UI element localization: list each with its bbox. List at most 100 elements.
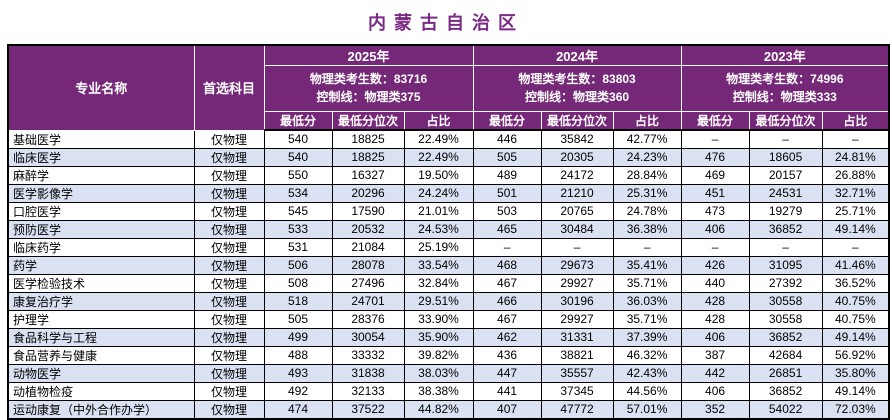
min-rank-cell-2025: 18825 — [331, 147, 405, 167]
ratio-cell-2023: 24.81% — [821, 147, 890, 167]
major-name-cell: 护理学 — [7, 309, 195, 329]
subject-cell: 仅物理 — [193, 183, 265, 203]
min-score-cell-2024: 436 — [472, 345, 542, 365]
min-score-cell-2024: 503 — [472, 201, 542, 221]
ratio-cell-2025: 21.01% — [403, 201, 474, 221]
ratio-cell-2024: 24.78% — [612, 201, 682, 221]
table-row: 护理学 仅物理 505 28376 33.90% 467 29927 35.71% 428 305… — [7, 309, 890, 329]
min-score-cell-2025: 531 — [263, 237, 333, 257]
ratio-cell-2024: 42.77% — [612, 129, 682, 149]
table-row: 康复治疗学 仅物理 518 24701 29.51% 466 30196 36.03% 428 3… — [7, 291, 890, 311]
ratio-cell-2023: 49.14% — [821, 219, 890, 239]
ratio-cell-2025: 22.49% — [403, 147, 474, 167]
year-info-2025: 物理类考生数：83716 控制线：物理类375 — [263, 65, 474, 112]
min-score-cell-2024: 468 — [472, 255, 542, 275]
ratio-cell-2023: 41.46% — [821, 255, 890, 275]
min-score-cell-2023: – — [680, 237, 750, 257]
min-score-cell-2024: 441 — [472, 381, 542, 401]
ratio-cell-2025: 22.49% — [403, 129, 474, 149]
admission-score-table: 专业名称 首选科目 2025年 2024年 2023年 物理类考生数：83716… — [7, 44, 891, 420]
subject-cell: 仅物理 — [193, 219, 265, 239]
ratio-cell-2025: 29.51% — [403, 291, 474, 311]
header-row-subcolumns: 最低分 最低分位次 占比 最低分 最低分位次 占比 最低分 最低分位次 占比 — [8, 111, 890, 131]
min-rank-cell-2024: – — [540, 237, 614, 257]
min-score-cell-2025: 508 — [263, 273, 333, 293]
control-line-2025: 控制线：物理类375 — [316, 89, 421, 104]
min-rank-cell-2024: 30484 — [540, 219, 614, 239]
min-rank-cell-2024: 29927 — [540, 309, 614, 329]
subject-cell: 仅物理 — [193, 165, 265, 185]
major-name-cell: 食品营养与健康 — [7, 345, 195, 365]
major-name-cell: 食品科学与工程 — [7, 327, 195, 347]
min-rank-cell-2023: 20157 — [748, 165, 823, 185]
ratio-cell-2025: 19.50% — [403, 165, 474, 185]
ratio-cell-2025: 35.90% — [403, 327, 474, 347]
min-score-cell-2024: 501 — [472, 183, 542, 203]
min-rank-cell-2023: 19279 — [748, 201, 823, 221]
major-name-cell: 医学检验技术 — [7, 273, 195, 293]
major-name-cell: 口腔医学 — [7, 201, 195, 221]
ratio-cell-2025: 38.03% — [403, 363, 474, 383]
ratio-cell-2024: 42.43% — [612, 363, 682, 383]
ratio-cell-2023: – — [821, 129, 890, 149]
min-rank-cell-2025: 27496 — [331, 273, 405, 293]
min-score-cell-2024: 465 — [472, 219, 542, 239]
table-row: 预防医学 仅物理 533 20532 24.53% 465 30484 36.38% 406 36… — [7, 219, 890, 239]
subject-cell: 仅物理 — [193, 201, 265, 221]
ratio-cell-2025: 33.90% — [403, 309, 474, 329]
min-rank-cell-2023: 42684 — [748, 345, 823, 365]
min-rank-cell-2025: 33332 — [331, 345, 405, 365]
subject-cell: 仅物理 — [193, 255, 265, 275]
ratio-cell-2024: 46.32% — [612, 345, 682, 365]
ratio-cell-2023: 25.71% — [821, 201, 890, 221]
subject-cell: 仅物理 — [193, 237, 265, 257]
subheader-min-rank-2025: 最低分位次 — [331, 111, 405, 131]
subject-cell: 仅物理 — [193, 291, 265, 311]
min-rank-cell-2023: 30558 — [748, 291, 823, 311]
min-score-cell-2024: – — [472, 237, 542, 257]
min-rank-cell-2023: 36852 — [748, 381, 823, 401]
min-rank-cell-2025: 28376 — [331, 309, 405, 329]
min-rank-cell-2025: 24701 — [331, 291, 405, 311]
subheader-min-rank-2023: 最低分位次 — [748, 111, 823, 131]
table-row: 临床药学 仅物理 531 21084 25.19% – – – – – – — [7, 237, 890, 257]
ratio-cell-2024: 44.56% — [612, 381, 682, 401]
ratio-cell-2025: 25.19% — [403, 237, 474, 257]
candidate-count-2025: 物理类考生数：83716 — [309, 72, 428, 87]
ratio-cell-2025: 24.24% — [403, 183, 474, 203]
subject-cell: 仅物理 — [193, 147, 265, 167]
subheader-ratio-2023: 占比 — [821, 111, 890, 131]
subject-cell: 仅物理 — [193, 363, 265, 383]
major-name-cell: 康复治疗学 — [7, 291, 195, 311]
min-score-cell-2023: 473 — [680, 201, 750, 221]
min-score-cell-2024: 466 — [472, 291, 542, 311]
ratio-cell-2023: 26.88% — [821, 165, 890, 185]
major-name-cell: 预防医学 — [7, 219, 195, 239]
min-rank-cell-2024: 21210 — [540, 183, 614, 203]
control-line-2023: 控制线：物理类333 — [732, 89, 837, 104]
subheader-ratio-2025: 占比 — [403, 111, 474, 131]
min-score-cell-2024: 462 — [472, 327, 542, 347]
min-rank-cell-2024: 24172 — [540, 165, 614, 185]
major-name-cell: 基础医学 — [7, 129, 195, 149]
min-score-cell-2025: 545 — [263, 201, 333, 221]
ratio-cell-2024: 37.39% — [612, 327, 682, 347]
ratio-cell-2024: 25.31% — [612, 183, 682, 203]
min-score-cell-2023: 406 — [680, 381, 750, 401]
ratio-cell-2023: 56.92% — [821, 345, 890, 365]
subject-cell: 仅物理 — [193, 309, 265, 329]
min-rank-cell-2025: 31838 — [331, 363, 405, 383]
major-name-cell: 动物医学 — [7, 363, 195, 383]
subheader-ratio-2024: 占比 — [612, 111, 682, 131]
min-rank-cell-2024: 37345 — [540, 381, 614, 401]
min-score-cell-2025: 492 — [263, 381, 333, 401]
control-line-2024: 控制线：物理类360 — [525, 89, 630, 104]
min-score-cell-2025: 506 — [263, 255, 333, 275]
min-rank-cell-2024: 38821 — [540, 345, 614, 365]
ratio-cell-2023: 35.80% — [821, 363, 890, 383]
ratio-cell-2023: 36.52% — [821, 273, 890, 293]
min-score-cell-2025: 540 — [263, 129, 333, 149]
min-score-cell-2024: 505 — [472, 147, 542, 167]
ratio-cell-2025: 33.54% — [403, 255, 474, 275]
ratio-cell-2025: 38.38% — [403, 381, 474, 401]
